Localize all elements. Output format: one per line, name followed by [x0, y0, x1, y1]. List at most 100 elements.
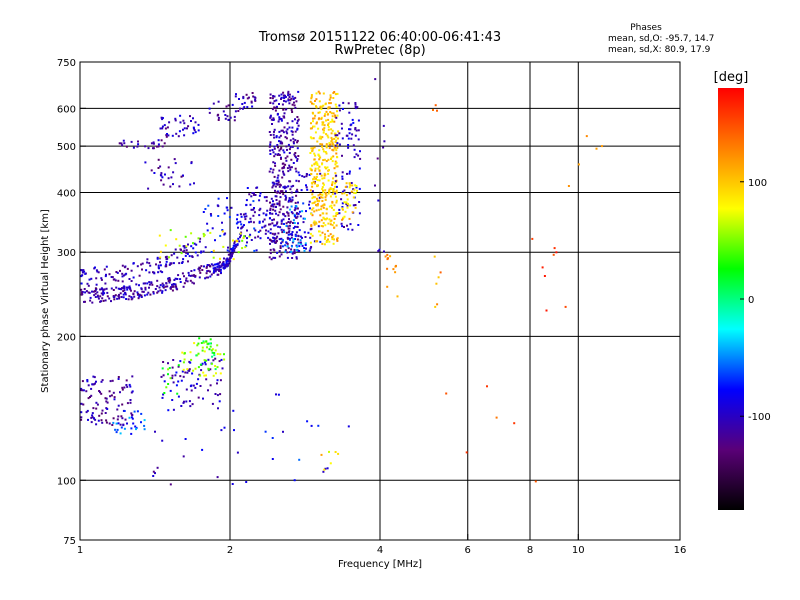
echo-point: [190, 245, 193, 248]
echo-point: [335, 191, 338, 194]
echo-point: [346, 198, 349, 201]
echo-point: [293, 222, 296, 224]
echo-point: [114, 428, 117, 431]
echo-point: [311, 193, 314, 196]
echo-point: [239, 234, 242, 237]
echo-point: [125, 286, 128, 289]
echo-point: [144, 282, 146, 285]
echo-point: [185, 277, 188, 280]
echo-point: [312, 147, 315, 150]
echo-point: [160, 172, 163, 175]
echo-point: [182, 368, 185, 371]
echo-point: [336, 110, 338, 113]
echo-point: [335, 199, 338, 202]
echo-point: [243, 235, 246, 238]
echo-point: [354, 134, 357, 137]
echo-point: [268, 223, 270, 226]
echo-point: [152, 147, 154, 150]
echo-point: [167, 362, 169, 365]
echo-point: [119, 391, 121, 394]
echo-point: [254, 229, 257, 232]
echo-point: [293, 250, 296, 253]
echo-point: [292, 222, 294, 224]
echo-point: [325, 160, 328, 163]
echo-point: [311, 190, 314, 193]
echo-point: [288, 96, 291, 98]
echo-point: [125, 145, 128, 148]
echo-point: [159, 127, 162, 130]
echo-point: [325, 167, 327, 170]
echo-point: [329, 195, 332, 198]
echo-point: [253, 227, 256, 230]
echo-point: [182, 401, 185, 404]
echo-point: [314, 131, 317, 134]
echo-point: [118, 293, 120, 296]
echo-point: [292, 240, 295, 243]
echo-point: [286, 155, 289, 158]
echo-point: [165, 135, 168, 138]
echo-point: [130, 432, 133, 435]
echo-point: [94, 266, 96, 269]
echo-point: [333, 204, 336, 207]
echo-point: [294, 233, 297, 236]
echo-point: [96, 403, 99, 406]
echo-point: [346, 204, 349, 207]
echo-point: [157, 167, 160, 169]
echo-point: [214, 269, 217, 271]
echo-point: [162, 361, 165, 363]
echo-point: [288, 218, 290, 221]
echo-point: [196, 254, 199, 257]
echo-point: [337, 452, 340, 455]
echo-point: [333, 137, 336, 140]
echo-point: [165, 260, 168, 263]
echo-point: [262, 220, 264, 223]
echo-point: [322, 150, 325, 153]
echo-point: [123, 289, 126, 292]
echo-point: [86, 409, 89, 412]
echo-point: [274, 107, 277, 110]
echo-point: [285, 130, 288, 133]
echo-point: [83, 288, 86, 290]
echo-point: [242, 237, 245, 239]
echo-point: [186, 280, 189, 283]
echo-point: [269, 242, 271, 245]
echo-point: [334, 114, 337, 117]
echo-point: [163, 124, 166, 127]
echo-point: [318, 200, 320, 203]
echo-point: [294, 152, 297, 154]
echo-point: [182, 361, 185, 364]
echo-point: [287, 92, 290, 95]
echo-point: [287, 98, 290, 101]
echo-point: [288, 102, 291, 105]
echo-point: [182, 119, 185, 122]
echo-point: [162, 183, 165, 186]
echo-point: [96, 270, 99, 273]
echo-point: [386, 258, 389, 261]
echo-point: [89, 396, 91, 398]
echo-point: [281, 103, 284, 106]
echo-point: [310, 94, 313, 96]
echo-point: [190, 270, 193, 272]
echo-point: [239, 107, 241, 110]
echo-point: [224, 117, 227, 120]
echo-point: [318, 149, 321, 152]
echo-point: [334, 103, 337, 106]
echo-point: [183, 122, 186, 125]
echo-point: [281, 245, 284, 248]
echo-point: [80, 411, 83, 414]
echo-point: [486, 385, 488, 388]
echo-point: [287, 221, 290, 223]
echo-point: [303, 175, 306, 178]
echo-point: [91, 416, 94, 419]
echo-point: [328, 205, 331, 208]
echo-point: [354, 105, 357, 108]
echo-point: [291, 103, 294, 106]
echo-point: [95, 401, 98, 404]
echo-point: [177, 135, 180, 138]
echo-point: [297, 201, 299, 204]
echo-point: [330, 158, 332, 160]
echo-point: [208, 107, 211, 110]
echo-point: [119, 292, 122, 295]
x-tick-label: 8: [527, 545, 533, 556]
